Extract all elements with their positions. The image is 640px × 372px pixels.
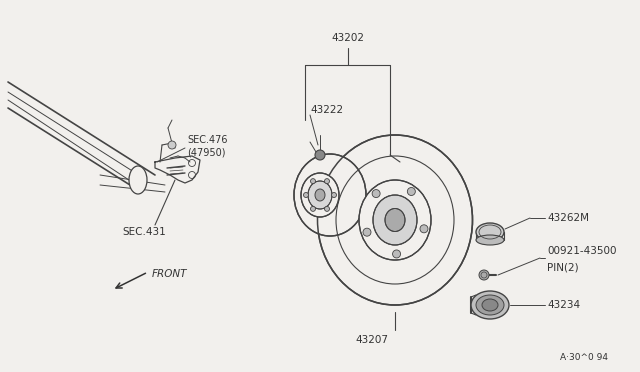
Text: 43202: 43202 [332,33,365,43]
Ellipse shape [476,223,504,241]
Circle shape [324,179,330,184]
Text: SEC.431: SEC.431 [122,227,166,237]
Circle shape [310,179,316,184]
Text: 00921-43500: 00921-43500 [547,246,616,256]
Text: 43262M: 43262M [547,213,589,223]
Text: 43234: 43234 [547,300,580,310]
Circle shape [324,206,330,211]
Ellipse shape [476,295,504,315]
Ellipse shape [359,180,431,260]
Circle shape [303,192,308,198]
Ellipse shape [308,181,332,209]
Text: FRONT: FRONT [152,269,188,279]
Circle shape [168,141,176,149]
Ellipse shape [317,135,472,305]
Circle shape [310,206,316,211]
Ellipse shape [315,189,325,201]
Ellipse shape [129,166,147,194]
Circle shape [420,225,428,233]
Circle shape [315,150,325,160]
Ellipse shape [482,299,498,311]
Circle shape [407,187,415,195]
Ellipse shape [373,195,417,245]
Text: PIN(2): PIN(2) [547,262,579,272]
Circle shape [372,190,380,198]
Ellipse shape [294,154,366,236]
Circle shape [363,228,371,236]
Text: SEC.476
(47950): SEC.476 (47950) [187,135,227,157]
Text: 43207: 43207 [355,335,388,345]
Circle shape [392,250,401,258]
Ellipse shape [301,173,339,217]
Text: A·30^0 94: A·30^0 94 [560,353,608,362]
Circle shape [332,192,337,198]
Ellipse shape [476,235,504,245]
Text: 43222: 43222 [310,105,343,115]
Ellipse shape [385,208,405,231]
Ellipse shape [471,291,509,319]
Circle shape [479,270,489,280]
